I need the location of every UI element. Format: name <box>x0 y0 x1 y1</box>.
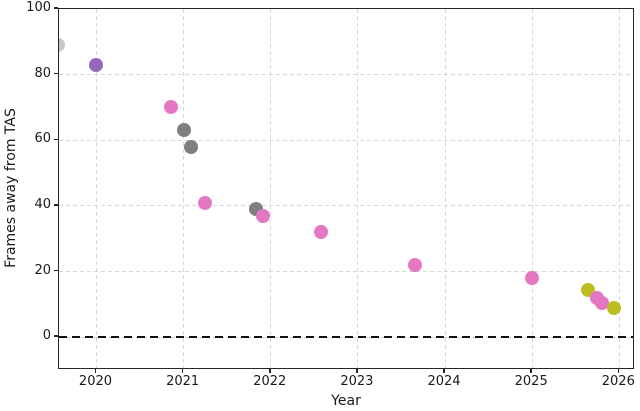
y-tick-label: 80 <box>34 65 51 81</box>
x-tick-mark <box>443 369 445 373</box>
y-axis-label: Frames away from TAS <box>3 108 19 268</box>
y-tick-label: 20 <box>34 262 51 278</box>
x-tick-mark <box>94 369 97 373</box>
data-point <box>163 100 178 115</box>
y-tick-mark <box>54 138 58 141</box>
y-tick-mark <box>54 269 58 272</box>
data-point <box>89 57 104 72</box>
x-gridline <box>618 9 620 368</box>
data-point <box>408 257 423 272</box>
plot-area <box>58 8 634 369</box>
x-tick-label: 2021 <box>166 374 200 389</box>
x-tick-label: 2026 <box>601 374 635 389</box>
y-tick-label: 100 <box>26 0 51 15</box>
x-gridline <box>95 9 97 368</box>
data-point <box>314 225 329 240</box>
data-point <box>255 208 270 223</box>
y-gridline <box>59 139 633 141</box>
y-tick-mark <box>54 7 58 9</box>
y-tick-label: 40 <box>34 196 51 212</box>
data-point <box>594 295 609 310</box>
x-tick-label: 2023 <box>340 374 374 389</box>
data-point <box>184 139 199 154</box>
x-gridline <box>444 9 446 368</box>
x-gridline <box>270 9 272 368</box>
x-tick-mark <box>181 369 184 373</box>
data-point <box>525 271 540 286</box>
x-tick-label: 2022 <box>253 374 287 389</box>
x-tick-mark <box>617 369 620 373</box>
x-tick-mark <box>530 369 532 373</box>
y-tick-label: 0 <box>42 328 51 344</box>
x-axis-label: Year <box>331 393 361 409</box>
x-tick-label: 2020 <box>78 374 113 389</box>
y-gridline <box>59 271 633 273</box>
zero-reference-line <box>59 336 633 339</box>
data-point <box>197 195 212 210</box>
y-tick-mark <box>54 204 58 206</box>
y-gridline <box>59 205 633 207</box>
y-tick-mark <box>54 335 58 337</box>
x-gridline <box>357 9 359 368</box>
y-tick-label: 60 <box>34 131 51 147</box>
x-gridline <box>531 9 533 368</box>
x-tick-mark <box>269 369 271 373</box>
x-tick-mark <box>356 369 358 373</box>
data-point <box>59 38 66 53</box>
y-gridline <box>59 74 633 76</box>
x-gridline <box>183 9 185 368</box>
x-tick-label: 2024 <box>427 374 461 389</box>
data-point <box>176 123 191 138</box>
y-tick-mark <box>54 72 58 75</box>
x-tick-label: 2025 <box>514 374 548 389</box>
data-point <box>607 300 622 315</box>
